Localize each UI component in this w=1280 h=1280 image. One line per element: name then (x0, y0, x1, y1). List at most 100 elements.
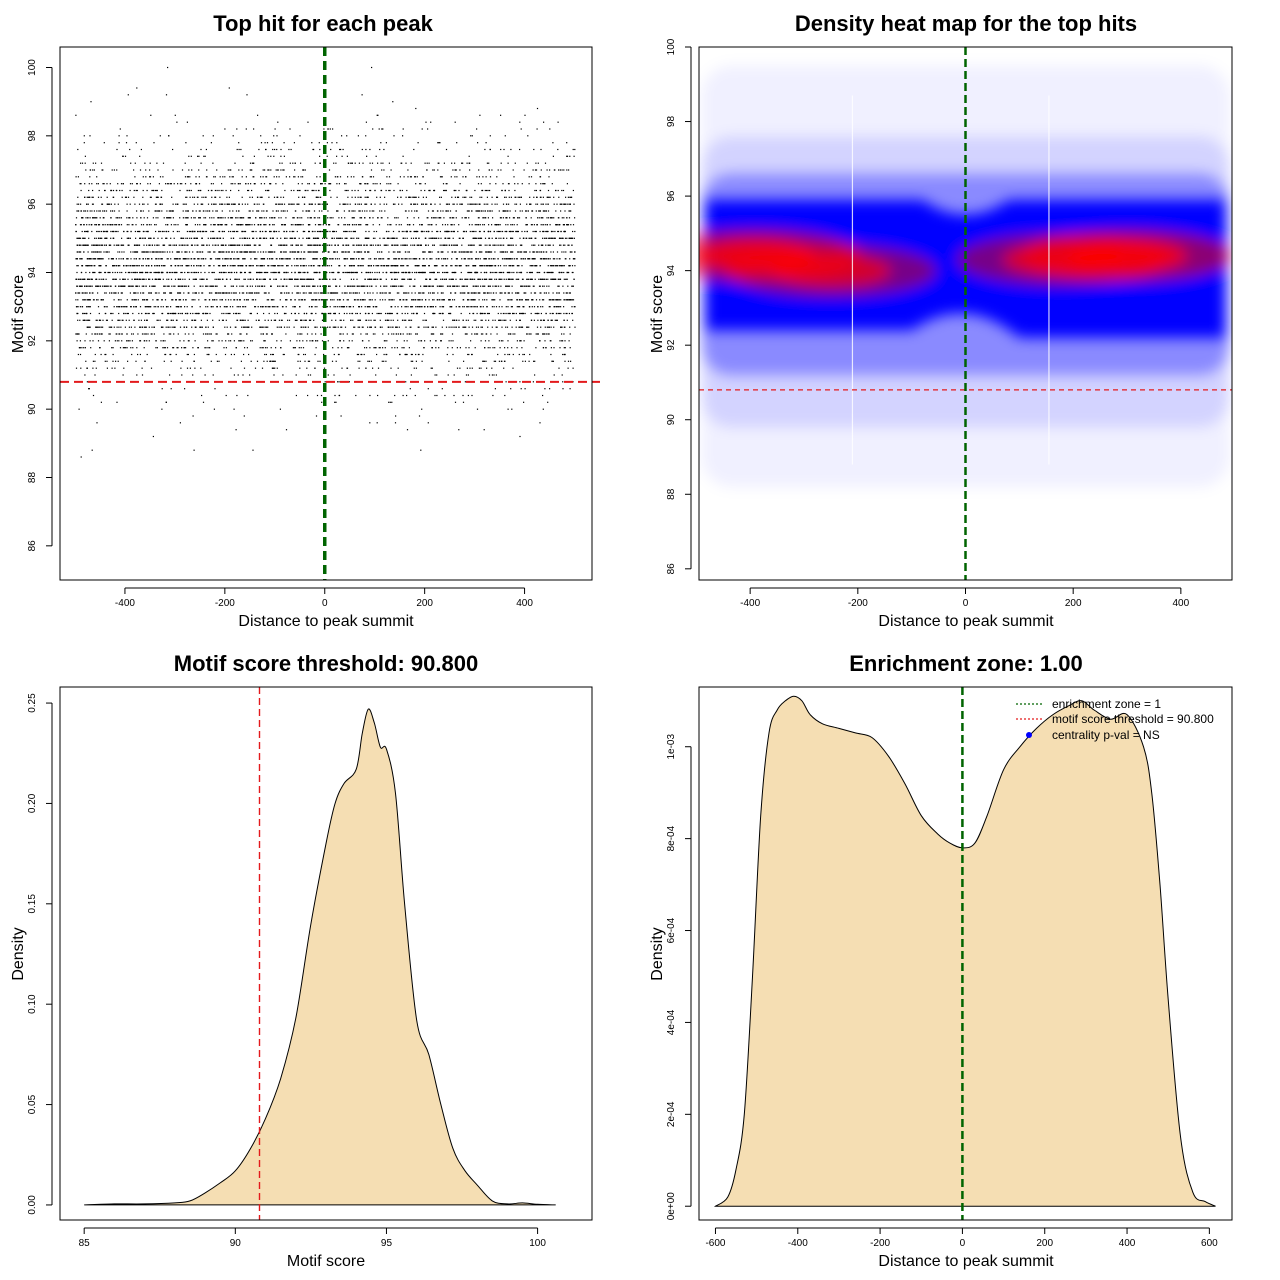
scatter-point (144, 162, 146, 164)
scatter-point (101, 203, 104, 205)
scatter-point (141, 374, 144, 376)
scatter-point (89, 135, 91, 137)
scatter-point (452, 271, 454, 274)
scatter-point (216, 306, 218, 308)
scatter-point (117, 319, 119, 321)
scatter-point (194, 292, 196, 294)
scatter-point (359, 360, 361, 362)
scatter-point (402, 244, 404, 246)
scatter-point (125, 265, 127, 267)
scatter-point (476, 176, 478, 178)
scatter-point (191, 319, 193, 321)
scatter-point (204, 224, 206, 226)
scatter-point (85, 169, 87, 171)
scatter-point (442, 183, 445, 185)
scatter-point (184, 312, 187, 315)
scatter-point (214, 196, 216, 198)
scatter-point (109, 292, 111, 294)
scatter-point (179, 326, 182, 328)
scatter-point (329, 271, 331, 274)
scatter-point (75, 333, 77, 335)
scatter-point (249, 244, 251, 246)
scatter-point (504, 312, 506, 315)
scatter-point (459, 237, 461, 239)
scatter-point (181, 285, 183, 287)
scatter-point (122, 244, 124, 246)
scatter-point (317, 217, 319, 219)
scatter-point (230, 367, 232, 369)
scatter-point (551, 312, 553, 315)
scatter-point (143, 340, 145, 342)
scatter-point (243, 258, 246, 260)
scatter-point (518, 278, 520, 280)
scatter-point (205, 230, 208, 233)
scatter-point (345, 292, 347, 294)
scatter-point (231, 251, 233, 253)
scatter-point (250, 278, 252, 280)
scatter-point (567, 360, 570, 362)
scatter-point (290, 237, 292, 239)
scatter-point (377, 114, 379, 116)
scatter-point (257, 224, 259, 226)
scatter-point (262, 237, 264, 239)
scatter-point (367, 306, 370, 308)
scatter-point (338, 183, 340, 185)
scatter-point (231, 251, 233, 253)
scatter-point (279, 285, 281, 287)
scatter-point (352, 210, 354, 212)
scatter-point (305, 210, 307, 212)
scatter-point (126, 340, 128, 342)
scatter-point (341, 367, 343, 369)
scatter-point (467, 394, 469, 397)
scatter-point (340, 333, 342, 335)
scatter-point (176, 319, 178, 321)
scatter-point (498, 271, 500, 274)
scatter-point (486, 196, 488, 198)
scatter-point (535, 210, 537, 212)
scatter-point (136, 210, 138, 212)
scatter-point (390, 183, 392, 185)
scatter-point (468, 326, 470, 328)
scatter-point (114, 203, 116, 205)
scatter-point (570, 237, 572, 239)
scatter-point (235, 312, 237, 315)
scatter-point (555, 189, 557, 192)
scatter-point (407, 306, 409, 308)
scatter-point (465, 278, 467, 280)
scatter-point (460, 312, 462, 315)
scatter-point (327, 340, 329, 342)
scatter-point (274, 306, 276, 308)
scatter-point (190, 265, 192, 267)
scatter-point (291, 265, 293, 267)
scatter-point (566, 169, 568, 171)
scatter-point (475, 326, 478, 328)
scatter-point (345, 271, 347, 274)
scatter-point (524, 360, 526, 362)
scatter-point (391, 312, 393, 315)
scatter-point (154, 292, 157, 294)
scatter-point (170, 306, 172, 308)
scatter-point (285, 333, 287, 335)
scatter-point (109, 271, 111, 274)
scatter-point (234, 183, 236, 185)
scatter-point (493, 306, 495, 308)
scatter-point (495, 237, 497, 239)
scatter-point (395, 258, 397, 260)
scatter-point (394, 271, 396, 274)
scatter-point (447, 210, 449, 212)
scatter-point (299, 292, 301, 294)
scatter-point (113, 265, 115, 267)
scatter-point (173, 183, 175, 185)
scatter-point (554, 319, 556, 321)
scatter-point (318, 278, 320, 280)
scatter-point (540, 306, 542, 308)
scatter-point (392, 101, 394, 103)
scatter-point (508, 244, 510, 246)
scatter-point (361, 306, 363, 308)
scatter-point (491, 224, 493, 226)
scatter-point (484, 347, 486, 349)
scatter-point (420, 285, 422, 287)
scatter-point (196, 244, 198, 246)
scatter-point (357, 203, 359, 205)
scatter-point (368, 271, 370, 274)
